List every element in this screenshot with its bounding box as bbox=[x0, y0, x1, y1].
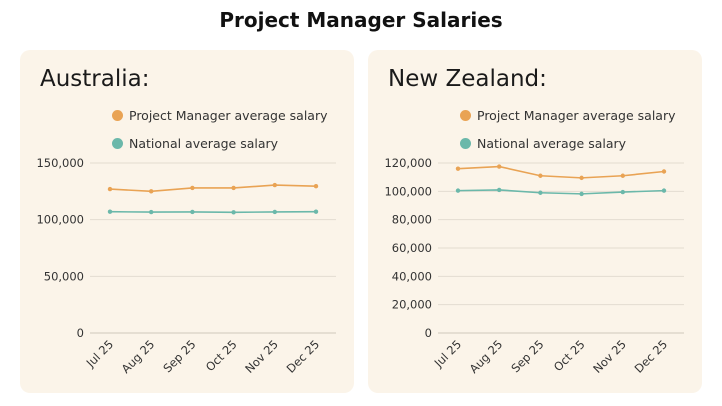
data-point-pm bbox=[149, 189, 154, 194]
x-tick-label: Jul 25 bbox=[431, 337, 464, 370]
legend-item-pm: Project Manager average salary bbox=[112, 108, 328, 123]
data-point-national bbox=[661, 188, 667, 193]
chart-panel-new-zealand: New Zealand: Project Manager average sal… bbox=[368, 50, 702, 393]
data-point-national bbox=[190, 209, 195, 215]
legend-label-pm: Project Manager average salary bbox=[129, 108, 328, 123]
legend-item-pm: Project Manager average salary bbox=[460, 108, 676, 123]
legend-swatch-national bbox=[460, 138, 471, 149]
legend-swatch-pm bbox=[112, 110, 123, 121]
series-line-pm bbox=[457, 165, 665, 179]
data-point-pm bbox=[455, 166, 461, 171]
data-point-national bbox=[272, 209, 277, 215]
chart-title: New Zealand: bbox=[388, 66, 547, 92]
legend-swatch-national bbox=[112, 138, 123, 149]
legend-swatch-pm bbox=[460, 110, 471, 121]
data-point-pm bbox=[107, 186, 113, 192]
y-tick-label: 40,000 bbox=[392, 269, 432, 283]
y-tick-label: 100,000 bbox=[36, 213, 84, 227]
data-point-pm bbox=[497, 164, 502, 169]
legend-item-national: National average salary bbox=[460, 136, 626, 151]
x-tick-label: Dec 25 bbox=[284, 337, 323, 376]
x-tick-label: Sep 25 bbox=[160, 337, 198, 375]
data-point-pm bbox=[661, 169, 667, 174]
y-tick-label: 20,000 bbox=[392, 298, 432, 312]
data-point-pm bbox=[620, 173, 625, 178]
data-point-national bbox=[107, 209, 113, 214]
x-tick-label: Nov 25 bbox=[242, 337, 281, 376]
y-tick-label: 0 bbox=[77, 326, 84, 340]
y-tick-label: 100,000 bbox=[384, 184, 432, 198]
y-tick-label: 150,000 bbox=[36, 156, 84, 170]
x-tick-label: Sep 25 bbox=[508, 337, 546, 375]
x-tick-label: Oct 25 bbox=[551, 337, 588, 374]
legend-item-national: National average salary bbox=[112, 136, 278, 151]
x-tick-label: Jul 25 bbox=[83, 337, 116, 370]
series-line-national bbox=[109, 210, 317, 214]
data-point-pm bbox=[190, 185, 195, 191]
legend-label-pm: Project Manager average salary bbox=[477, 108, 676, 123]
chart-panel-australia: Australia: Project Manager average salar… bbox=[20, 50, 354, 393]
data-point-national bbox=[455, 188, 461, 193]
data-point-national bbox=[538, 190, 543, 195]
y-tick-label: 60,000 bbox=[392, 241, 432, 255]
data-point-pm bbox=[231, 185, 236, 191]
series-line-national bbox=[457, 189, 665, 195]
data-point-national bbox=[620, 189, 625, 195]
legend-label-national: National average salary bbox=[129, 136, 279, 151]
x-tick-label: Dec 25 bbox=[632, 337, 671, 376]
data-point-national bbox=[313, 209, 319, 214]
x-tick-label: Aug 25 bbox=[119, 337, 158, 376]
data-point-pm bbox=[272, 182, 277, 188]
data-point-national bbox=[497, 187, 502, 193]
chart-svg-australia: 0 50,000 100,000 150,000 Jul 25 Aug 25 Sep 25 O… bbox=[36, 156, 336, 376]
data-point-pm bbox=[579, 175, 584, 181]
series-line-pm bbox=[109, 184, 317, 193]
data-point-pm bbox=[313, 184, 319, 189]
y-tick-label: 0 bbox=[425, 326, 432, 340]
data-point-national bbox=[579, 191, 584, 197]
x-tick-label: Nov 25 bbox=[590, 337, 629, 376]
page-title: Project Manager Salaries bbox=[219, 8, 503, 32]
y-tick-label: 50,000 bbox=[44, 269, 84, 283]
y-tick-label: 120,000 bbox=[384, 156, 432, 170]
legend-label-national: National average salary bbox=[477, 136, 627, 151]
x-tick-label: Oct 25 bbox=[203, 337, 240, 374]
x-tick-label: Aug 25 bbox=[467, 337, 506, 376]
data-point-national bbox=[149, 209, 154, 215]
chart-title: Australia: bbox=[40, 66, 150, 92]
data-point-pm bbox=[538, 173, 543, 178]
data-point-national bbox=[231, 210, 236, 215]
y-tick-label: 80,000 bbox=[392, 213, 432, 227]
chart-svg-new-zealand: 0 20,000 40,000 60,000 80,000 100,000 120,000 J… bbox=[384, 156, 684, 376]
